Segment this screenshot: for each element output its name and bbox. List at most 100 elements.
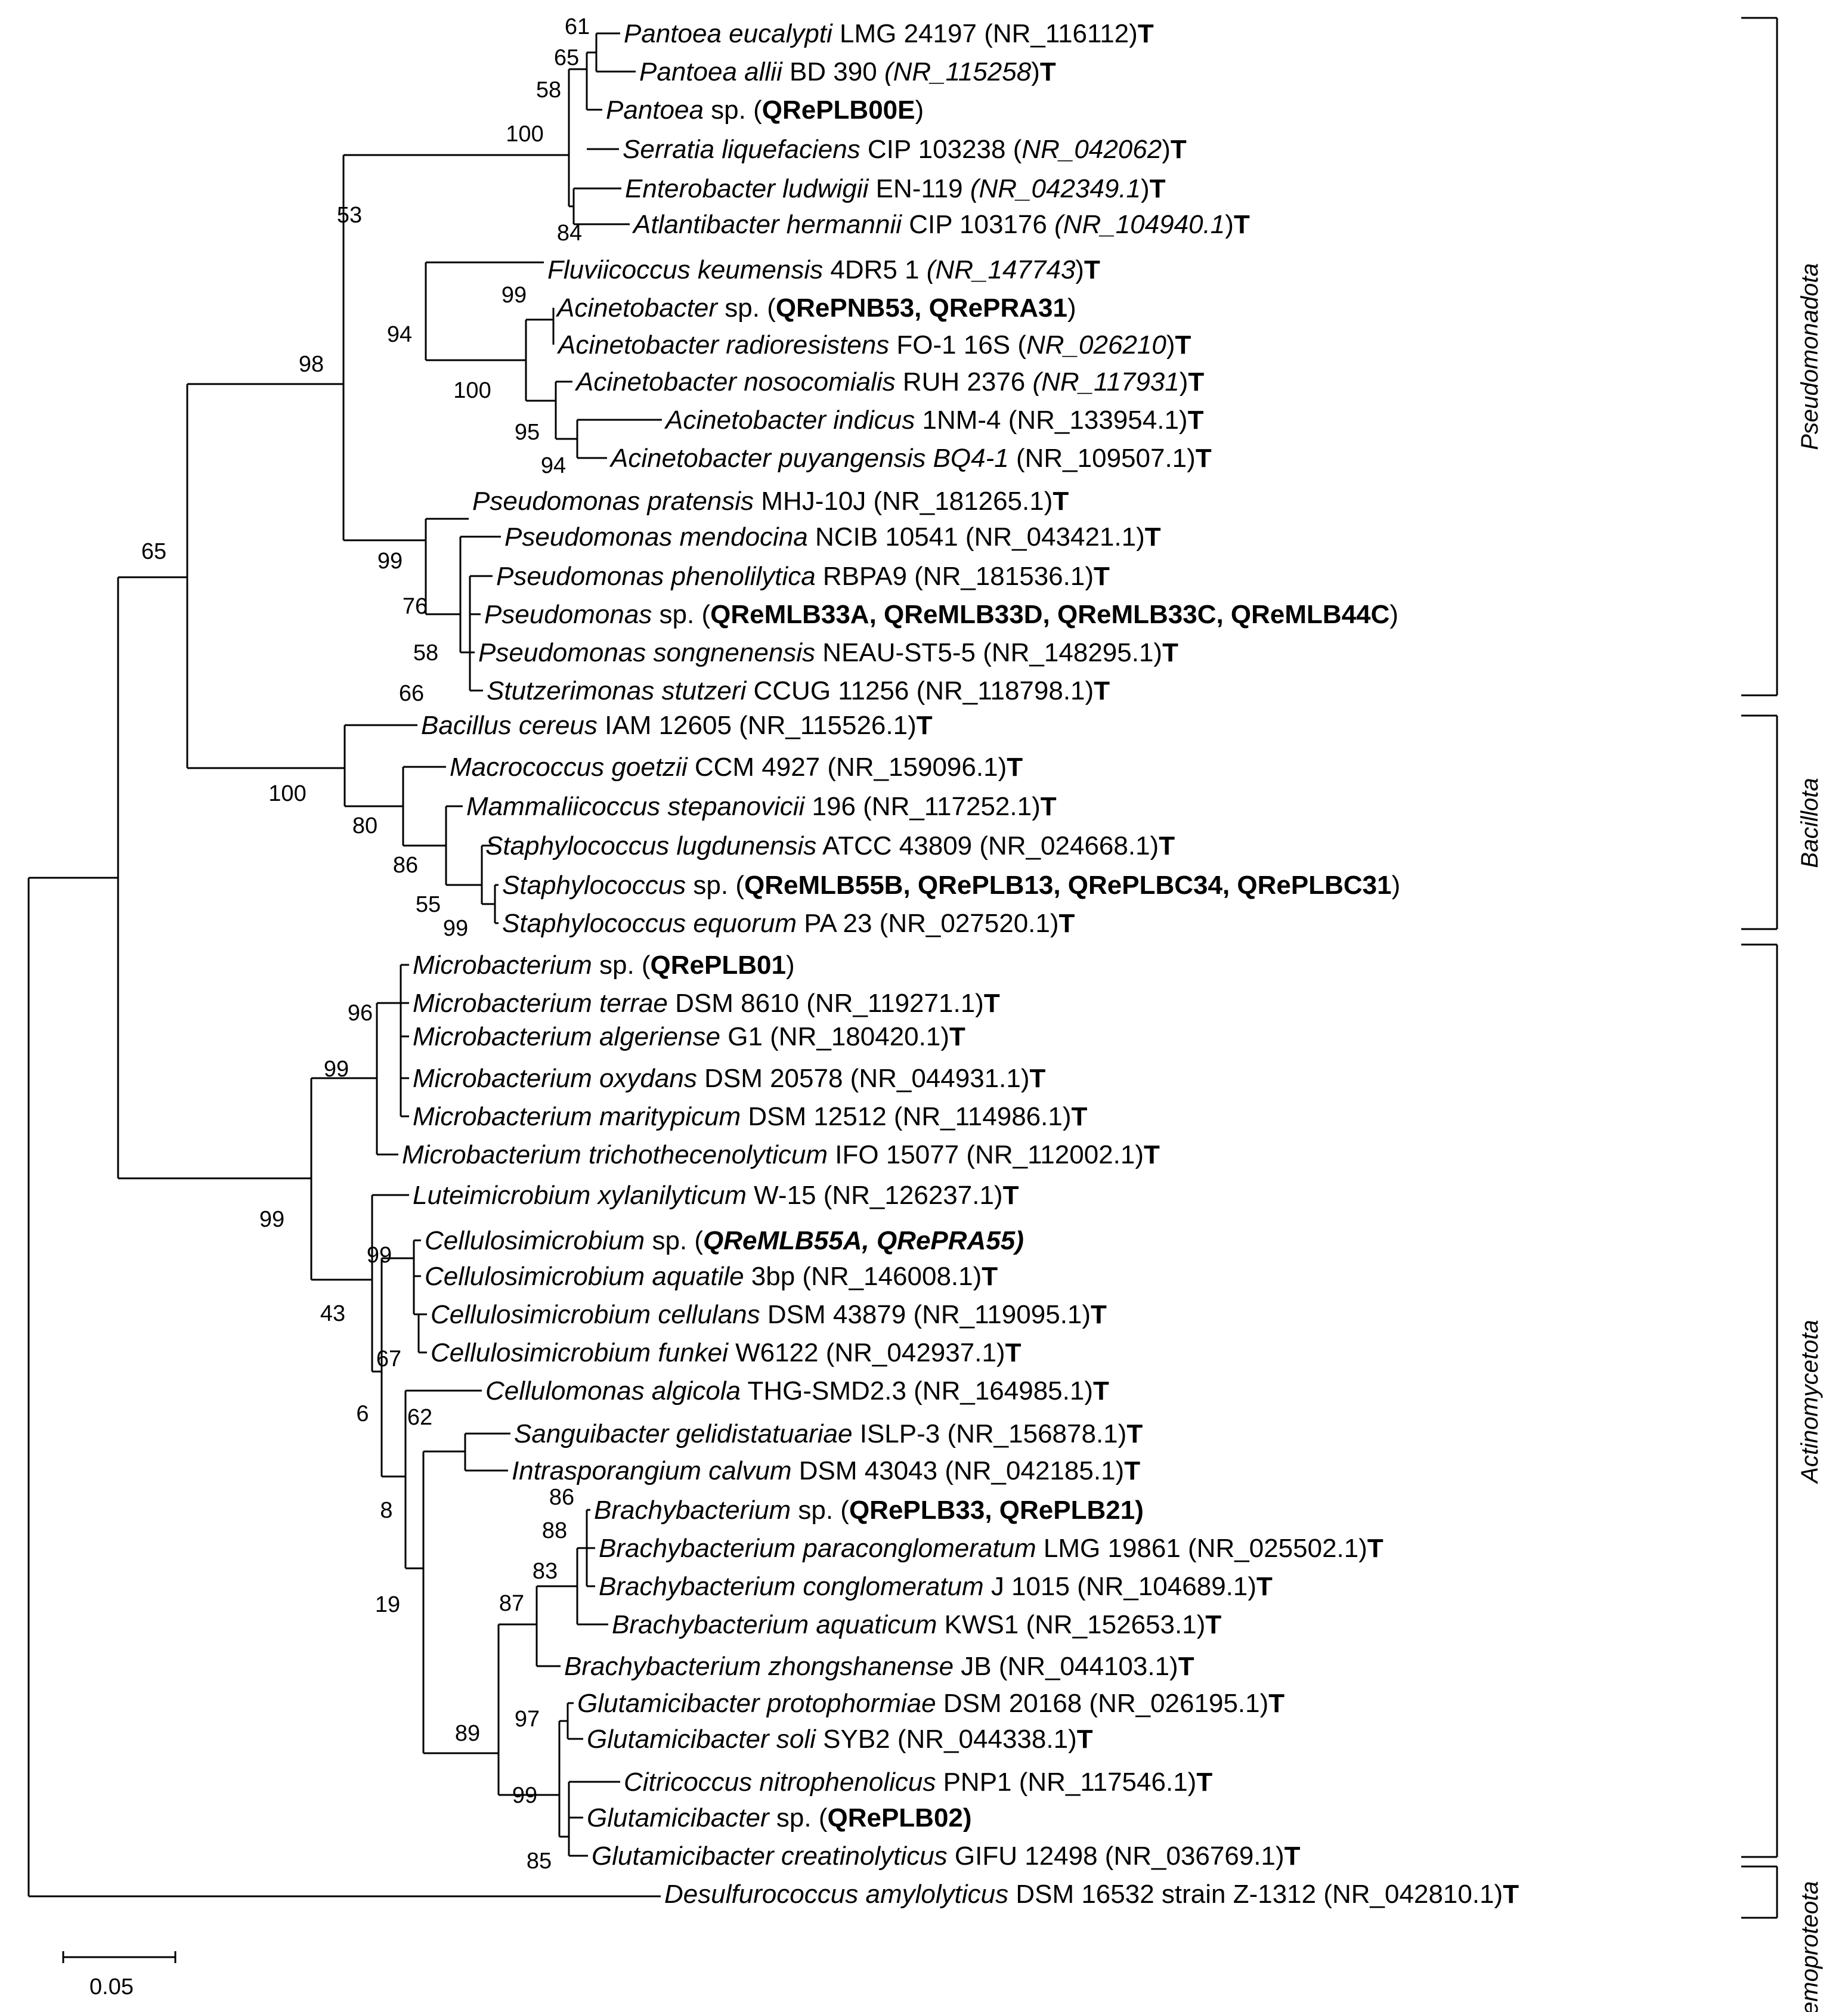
taxon-label-part: QRePLB02): [827, 1803, 971, 1833]
taxon-label-part: 3bp (NR_146008.1): [744, 1262, 982, 1291]
taxon-label-part: T: [982, 1262, 998, 1291]
taxon-label: Microbacterium trichothecenolyticum IFO …: [402, 1140, 1160, 1169]
taxon-label: Brachybacterium conglomeratum J 1015 (NR…: [599, 1572, 1273, 1601]
taxon-label-part: T: [1268, 1689, 1284, 1718]
taxon-label: Desulfurococcus amylolyticus DSM 16532 s…: [664, 1880, 1519, 1909]
taxon-label: Microbacterium terrae DSM 8610 (NR_11927…: [413, 989, 1000, 1018]
taxon-label: Microbacterium algeriense G1 (NR_180420.…: [413, 1022, 965, 1051]
taxon-label-part: (NR_117931: [1033, 367, 1180, 397]
bootstrap-value: 62: [407, 1405, 432, 1430]
taxon-label: Macrococcus goetzii CCM 4927 (NR_159096.…: [450, 753, 1023, 782]
bootstrap-value: 99: [443, 916, 468, 941]
taxon-label: Fluviicoccus keumensis 4DR5 1 (NR_147743…: [547, 255, 1100, 284]
taxon-label: Stutzerimonas stutzeri CCUG 11256 (NR_11…: [487, 676, 1110, 705]
bootstrap-value: 6: [356, 1401, 369, 1426]
taxon-label-part: Mammaliicoccus stepanovicii: [466, 792, 806, 821]
taxon-label-part: LMG 24197 (NR_116112): [832, 19, 1138, 48]
taxon-label: Glutamicibacter protophormiae DSM 20168 …: [577, 1689, 1284, 1718]
bootstrap-value: 80: [352, 813, 377, 838]
scale-bar: 0.05: [62, 1951, 177, 1999]
bootstrap-value: 89: [455, 1721, 480, 1746]
taxon-label-part: Glutamicibacter protophormiae: [577, 1689, 936, 1718]
taxon-label-part: Acinetobacter: [555, 293, 719, 323]
clade-label: Bacillota: [1797, 778, 1823, 868]
bootstrap-value: 84: [557, 221, 582, 246]
taxon-label-part: Microbacterium: [413, 951, 592, 980]
taxon-label: Microbacterium sp. (QRePLB01): [413, 951, 795, 980]
tree-branches: [27, 32, 662, 1898]
taxon-label-part: QRePLB01: [651, 951, 786, 980]
clade-label: Actinomycetota: [1797, 1320, 1823, 1484]
taxon-label-part: T: [1138, 19, 1154, 48]
taxon-label-part: T: [1162, 638, 1178, 667]
taxon-label-part: QRePNB53, QRePRA31: [776, 293, 1067, 323]
taxon-label-part: Pseudomonas mendocina: [504, 522, 808, 552]
taxon-label-part: ATCC 43809 (NR_024668.1): [816, 831, 1159, 860]
taxon-label-part: T: [1196, 444, 1212, 473]
taxon-label-part: Cellulosimicrobium cellulans: [431, 1300, 760, 1329]
taxon-label-part: (NR_109507.1): [1009, 444, 1196, 473]
taxon-label: Acinetobacter sp. (QRePNB53, QRePRA31): [555, 293, 1076, 323]
taxon-label: Bacillus cereus IAM 12605 (NR_115526.1)T: [421, 711, 933, 740]
taxon-label-part: J 1015 (NR_104689.1): [984, 1572, 1256, 1601]
bootstrap-value: 19: [375, 1592, 400, 1617]
taxon-label-part: Stutzerimonas stutzeri: [487, 676, 747, 705]
scale-bar-label: 0.05: [89, 1974, 134, 1999]
taxon-label-part: Brachybacterium aquaticum: [612, 1610, 937, 1639]
bootstrap-value: 88: [542, 1518, 567, 1543]
taxon-label-part: NCIB 10541 (NR_043421.1): [808, 522, 1145, 552]
taxon-label-part: DSM 43879 (NR_119095.1): [760, 1300, 1091, 1329]
taxon-label-part: IAM 12605 (NR_115526.1): [598, 711, 917, 740]
taxon-label: Sanguibacter gelidistatuariae ISLP-3 (NR…: [514, 1419, 1143, 1448]
taxon-label-part: T: [1094, 562, 1110, 591]
taxon-label-part: Microbacterium trichothecenolyticum: [402, 1140, 828, 1169]
taxon-label-part: ): [915, 95, 924, 125]
taxon-label-part: RBPA9 (NR_181536.1): [816, 562, 1094, 591]
taxon-label-part: CIP 103176: [902, 210, 1054, 239]
taxon-label-part: T: [1503, 1880, 1519, 1909]
taxon-label: Microbacterium oxydans DSM 20578 (NR_044…: [413, 1064, 1046, 1093]
taxon-label-part: Serratia liquefaciens: [623, 135, 860, 164]
taxon-label-part: T: [1196, 1768, 1212, 1797]
taxon-label-part: Pantoea allii: [639, 57, 783, 86]
taxon-label-part: FO-1 16S (: [889, 330, 1026, 360]
taxon-label-part: Microbacterium oxydans: [413, 1064, 697, 1093]
bootstrap-value: 94: [387, 322, 412, 347]
bootstrap-value: 86: [549, 1485, 574, 1510]
taxon-label-part: EN-119: [868, 174, 970, 203]
taxon-label-part: Atlantibacter hermannii: [632, 210, 902, 239]
taxon-label-part: IFO 15077 (NR_112002.1): [828, 1140, 1144, 1169]
bootstrap-value: 97: [515, 1707, 540, 1732]
bootstrap-value: 58: [536, 78, 561, 103]
taxon-label-part: T: [1005, 1338, 1021, 1367]
taxon-label-part: Glutamicibacter soli: [587, 1725, 816, 1754]
taxon-label-part: Cellulomonas algicola: [485, 1376, 741, 1406]
taxon-label-part: Acinetobacter nosocomialis: [574, 367, 896, 397]
taxon-label-part: T: [1077, 1725, 1093, 1754]
taxon-label: Acinetobacter radioresistens FO-1 16S (N…: [556, 330, 1191, 360]
taxon-label: Serratia liquefaciens CIP 103238 (NR_042…: [623, 135, 1187, 164]
taxon-label: Pantoea sp. (QRePLB00E): [606, 95, 924, 125]
taxon-label: Brachybacterium sp. (QRePLB33, QRePLB21): [594, 1496, 1144, 1525]
taxon-label: Staphylococcus sp. (QReMLB55B, QRePLB13,…: [502, 871, 1400, 900]
taxon-label-part: T: [1007, 753, 1023, 782]
taxon-label-part: ): [1067, 293, 1076, 323]
taxon-label-part: T: [1144, 1140, 1160, 1169]
bootstrap-value: 85: [527, 1849, 552, 1874]
taxon-label-part: ): [1162, 135, 1171, 164]
bootstrap-value: 61: [565, 14, 590, 39]
taxon-label-part: Brachybacterium conglomeratum: [599, 1572, 984, 1601]
taxon-label-part: DSM 12512 (NR_114986.1): [741, 1102, 1071, 1131]
bootstrap-value: 76: [403, 594, 428, 619]
taxon-label-part: T: [949, 1022, 965, 1051]
taxon-label-part: CCUG 11256 (NR_118798.1): [746, 676, 1094, 705]
taxon-label: Cellulosimicrobium funkei W6122 (NR_0429…: [431, 1338, 1021, 1367]
taxon-label: Mammaliicoccus stepanovicii 196 (NR_1172…: [466, 792, 1057, 821]
taxon-label: Acinetobacter indicus 1NM-4 (NR_133954.1…: [664, 406, 1204, 435]
taxon-label-part: T: [1126, 1419, 1143, 1448]
taxon-label-part: Cellulosimicrobium funkei: [431, 1338, 729, 1367]
taxon-label: Pseudomonas mendocina NCIB 10541 (NR_043…: [504, 522, 1161, 552]
taxon-label-part: ): [1180, 367, 1188, 397]
taxon-label-part: MHJ-10J (NR_181265.1): [754, 487, 1053, 516]
taxon-label-part: Brachybacterium: [594, 1496, 791, 1525]
